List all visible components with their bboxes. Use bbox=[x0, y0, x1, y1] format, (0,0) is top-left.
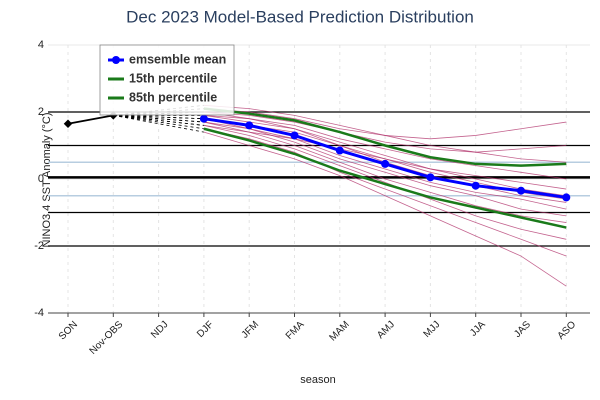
y-tick-label: -4 bbox=[34, 307, 44, 319]
chart-title: Dec 2023 Model-Based Prediction Distribu… bbox=[126, 7, 474, 26]
member-line bbox=[203, 131, 567, 287]
member-line bbox=[203, 108, 567, 140]
x-tick-label: JJA bbox=[468, 319, 488, 339]
member-line bbox=[203, 114, 567, 190]
series-marker bbox=[517, 186, 525, 195]
series-line bbox=[203, 127, 567, 229]
x-axis-label: season bbox=[300, 374, 335, 386]
observed-line bbox=[67, 114, 114, 125]
series-marker bbox=[199, 114, 208, 123]
x-tick-label: JAS bbox=[512, 319, 533, 340]
series-marker bbox=[426, 173, 435, 182]
series-marker bbox=[562, 193, 571, 202]
member-line bbox=[203, 118, 567, 210]
member-line bbox=[203, 121, 567, 223]
legend-label: 15th percentile bbox=[129, 71, 217, 85]
member-line bbox=[203, 114, 567, 180]
x-tick-label: JFM bbox=[240, 319, 262, 341]
x-tick-label: SON bbox=[57, 319, 80, 342]
x-tick-label: ASO bbox=[556, 319, 579, 342]
x-tick-label: MAM bbox=[328, 319, 352, 343]
series-marker bbox=[290, 131, 299, 140]
y-tick-label: 2 bbox=[38, 106, 44, 118]
series-marker bbox=[245, 121, 254, 130]
legend-label: 85th percentile bbox=[129, 90, 217, 104]
series-marker bbox=[381, 159, 390, 168]
x-tick-label: FMA bbox=[284, 319, 307, 342]
member-line bbox=[203, 111, 567, 153]
series-line bbox=[203, 107, 567, 167]
series-marker bbox=[471, 181, 480, 190]
legend-marker bbox=[112, 56, 120, 64]
x-tick-label: Nov-OBS bbox=[88, 319, 126, 357]
x-tick-label: AMJ bbox=[375, 319, 397, 341]
y-axis-label: NINO3.4 SST Anomaly (°C) bbox=[41, 112, 53, 247]
y-tick-label: 0 bbox=[38, 173, 44, 185]
legend-label: emsemble mean bbox=[129, 52, 226, 66]
y-tick-label: 4 bbox=[38, 39, 44, 51]
x-tick-label: DJF bbox=[195, 319, 216, 340]
x-tick-label: NDJ bbox=[149, 319, 171, 341]
member-line bbox=[203, 121, 567, 217]
x-tick-label: MJJ bbox=[422, 319, 443, 340]
y-tick-label: -2 bbox=[34, 240, 44, 252]
member-line bbox=[203, 125, 567, 240]
observed-marker bbox=[63, 119, 73, 128]
series-marker bbox=[335, 146, 344, 155]
member-line bbox=[203, 128, 567, 257]
